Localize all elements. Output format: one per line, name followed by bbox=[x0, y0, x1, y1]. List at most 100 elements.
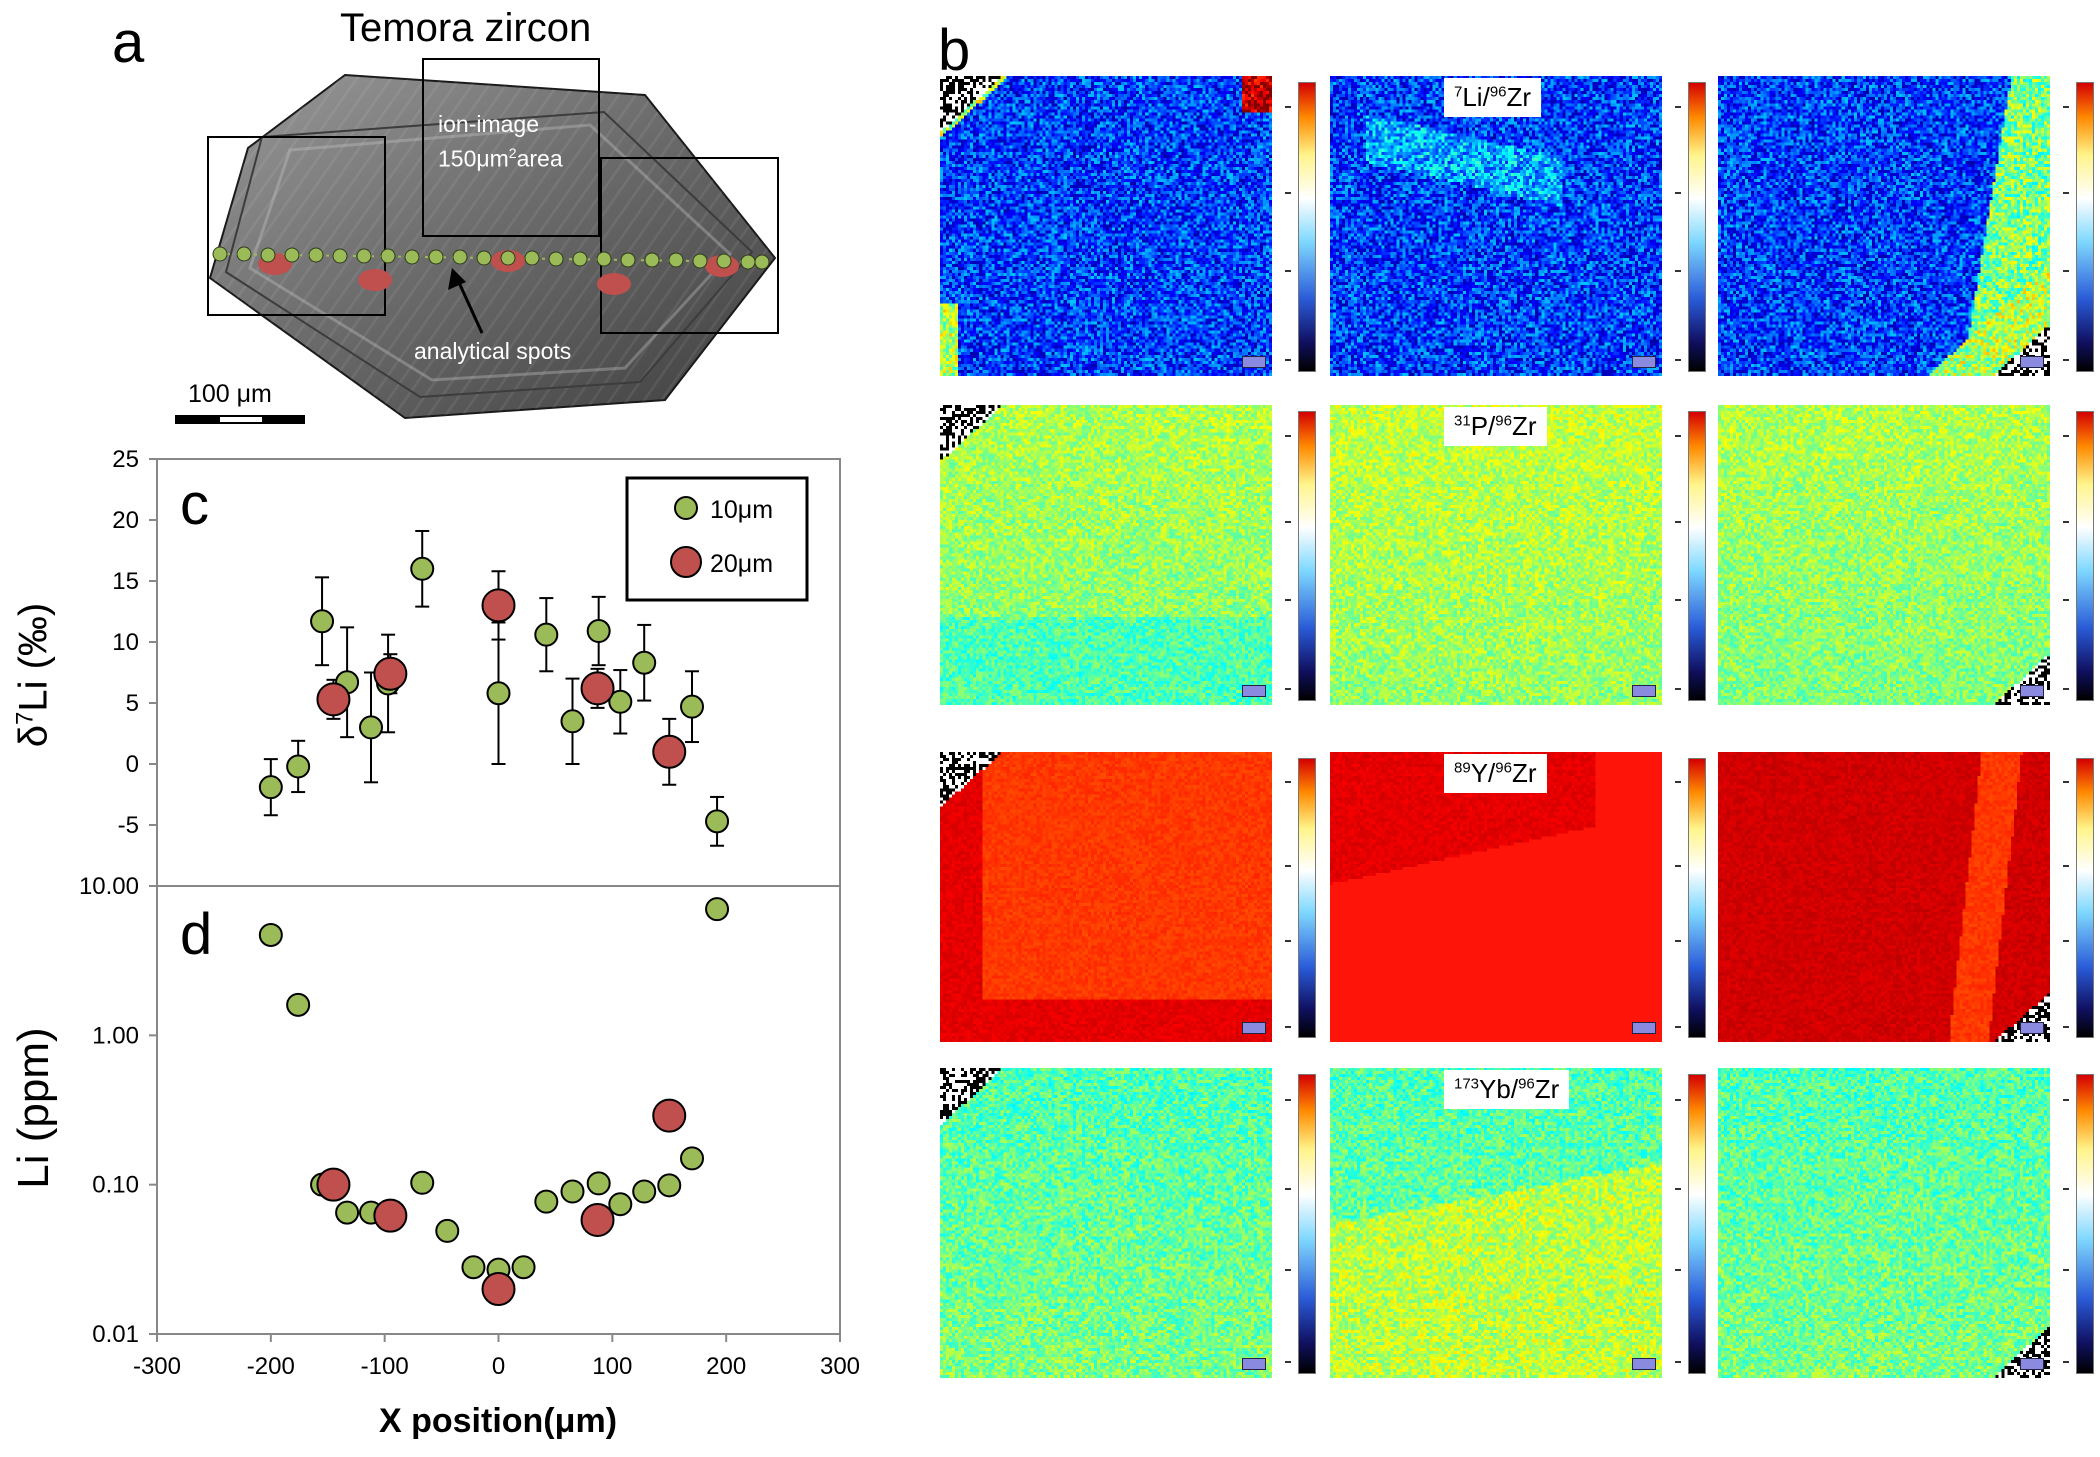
isotope-label-row-1: 7Li/96Zr bbox=[1444, 78, 1542, 117]
chart-d-xtick-label: -200 bbox=[247, 1353, 295, 1380]
data-point-10um bbox=[560, 709, 585, 734]
color-scale-tick bbox=[2063, 1361, 2069, 1364]
color-scale-tick bbox=[1675, 270, 1681, 273]
data-point-10um bbox=[632, 1179, 657, 1204]
panel-a-letter: a bbox=[112, 10, 145, 75]
ion-map-r2-c3 bbox=[1718, 405, 2050, 705]
color-scale-tick bbox=[1285, 599, 1291, 602]
color-scale-tick bbox=[1675, 599, 1681, 602]
data-point-20um bbox=[373, 1198, 408, 1233]
chart-c-ylabel: δ7Li (‰) bbox=[11, 602, 56, 748]
ion-map-r3-c2 bbox=[1330, 752, 1662, 1042]
chart-c-ytick-label: 10 bbox=[112, 629, 139, 656]
color-scale-tick bbox=[1285, 1361, 1291, 1364]
color-scale-bar bbox=[1675, 411, 1706, 701]
color-scale-bar bbox=[2063, 1074, 2094, 1374]
color-scale-bar bbox=[1285, 82, 1316, 372]
arrow-icon bbox=[448, 268, 484, 334]
data-point-10um bbox=[632, 650, 657, 675]
map-scale-marker bbox=[2020, 1358, 2044, 1370]
analytical-spots-label: analytical spots bbox=[414, 338, 572, 364]
chart-d-ytick-label: 0.01 bbox=[92, 1321, 139, 1348]
data-point-10um bbox=[410, 1170, 435, 1195]
legend-marker-10um bbox=[674, 496, 698, 520]
color-scale-tick bbox=[1675, 192, 1681, 195]
data-point-10um bbox=[286, 754, 311, 779]
data-point-10um bbox=[286, 992, 311, 1017]
color-scale-bar bbox=[1285, 411, 1316, 701]
chart-d-ytick-label: 0.10 bbox=[92, 1172, 139, 1199]
data-point-10um bbox=[608, 1192, 633, 1217]
chart-c-ytick-label: 15 bbox=[112, 568, 139, 595]
color-scale-tick bbox=[1285, 1268, 1291, 1271]
ion-image-label: ion-image 150μm2area bbox=[438, 110, 563, 174]
color-scale-tick bbox=[1675, 1098, 1681, 1101]
ion-image-label-line1: ion-image bbox=[438, 111, 539, 137]
ion-map-r2-c2 bbox=[1330, 405, 1662, 705]
color-scale-tick bbox=[2063, 781, 2069, 784]
map-scale-marker bbox=[1632, 356, 1656, 368]
panel-b: b 7Li/96Zr 31P/96Zr 89Y/96Zr 173Yb/96Zr bbox=[930, 0, 2100, 1452]
ion-map-r1-c2 bbox=[1330, 76, 1662, 376]
color-scale-tick bbox=[1675, 688, 1681, 691]
ion-map-r4-c3 bbox=[1718, 1068, 2050, 1378]
color-scale-tick bbox=[1285, 359, 1291, 362]
panel-b-letter: b bbox=[938, 18, 971, 83]
data-point-10um bbox=[511, 1255, 536, 1280]
color-scale-tick bbox=[1285, 270, 1291, 273]
data-point-10um bbox=[586, 1171, 611, 1196]
map-scale-marker bbox=[1632, 685, 1656, 697]
isotope-label-row-4: 173Yb/96Zr bbox=[1444, 1070, 1570, 1109]
scale-bar-label: 100 μm bbox=[188, 380, 272, 408]
ion-image-box-right bbox=[600, 157, 779, 334]
color-scale-tick bbox=[2063, 939, 2069, 942]
chart-d-xtick-label: 100 bbox=[592, 1353, 632, 1380]
map-scale-marker bbox=[1242, 356, 1266, 368]
data-point-10um bbox=[705, 809, 730, 834]
color-scale-bar bbox=[2063, 758, 2094, 1038]
color-scale-tick bbox=[2063, 1268, 2069, 1271]
color-scale-tick bbox=[2063, 599, 2069, 602]
map-scale-marker bbox=[2020, 356, 2044, 368]
legend-label-20um: 20μm bbox=[710, 550, 773, 578]
chart-svg: 25 20 15 10 5 0 -5 10.00 1.00 0.10 0.01 -300 -200 -… bbox=[79, 446, 860, 1380]
color-scale-tick bbox=[1675, 939, 1681, 942]
map-scale-marker bbox=[1242, 1022, 1266, 1034]
map-scale-marker bbox=[1242, 685, 1266, 697]
panel-c-letter: c bbox=[180, 472, 209, 537]
color-scale-tick bbox=[1285, 435, 1291, 438]
color-scale-tick bbox=[1675, 435, 1681, 438]
chart-d-xtick-label: -300 bbox=[133, 1353, 181, 1380]
charts-c-d: 25 20 15 10 5 0 -5 10.00 1.00 0.10 0.01 -300 -200 -… bbox=[0, 440, 900, 1452]
data-point-10um bbox=[534, 622, 559, 647]
data-point-10um bbox=[335, 1200, 360, 1225]
data-point-20um bbox=[652, 734, 687, 769]
data-point-20um bbox=[373, 656, 408, 691]
color-scale-tick bbox=[2063, 521, 2069, 524]
chart-c-ytick-label: 25 bbox=[112, 446, 139, 473]
data-point-10um bbox=[359, 715, 384, 740]
chart-d-xtick-label: 0 bbox=[492, 1353, 505, 1380]
color-scale-tick bbox=[1285, 192, 1291, 195]
color-scale-tick bbox=[2063, 270, 2069, 273]
color-scale-tick bbox=[1285, 106, 1291, 109]
data-point-10um bbox=[560, 1179, 585, 1204]
data-point-10um bbox=[705, 897, 730, 922]
chart-d-xtick-label: 200 bbox=[706, 1353, 746, 1380]
color-scale-tick bbox=[1285, 864, 1291, 867]
chart-d-xtick-label: -100 bbox=[361, 1353, 409, 1380]
ion-map-r1-c1 bbox=[940, 76, 1272, 376]
ion-map-r4-c1 bbox=[940, 1068, 1272, 1378]
color-scale-tick bbox=[2063, 1025, 2069, 1028]
color-scale-tick bbox=[1675, 1188, 1681, 1191]
color-scale-bar bbox=[1285, 758, 1316, 1038]
color-scale-bar bbox=[1675, 82, 1706, 372]
map-scale-marker bbox=[2020, 1022, 2044, 1034]
color-scale-tick bbox=[1285, 1098, 1291, 1101]
map-scale-marker bbox=[1632, 1358, 1656, 1370]
chart-c-ytick-label: -5 bbox=[118, 812, 139, 839]
data-point-10um bbox=[258, 775, 283, 800]
zircon-image bbox=[175, 58, 779, 424]
ion-map-r2-c1 bbox=[940, 405, 1272, 705]
ion-image-box-center bbox=[422, 58, 600, 237]
